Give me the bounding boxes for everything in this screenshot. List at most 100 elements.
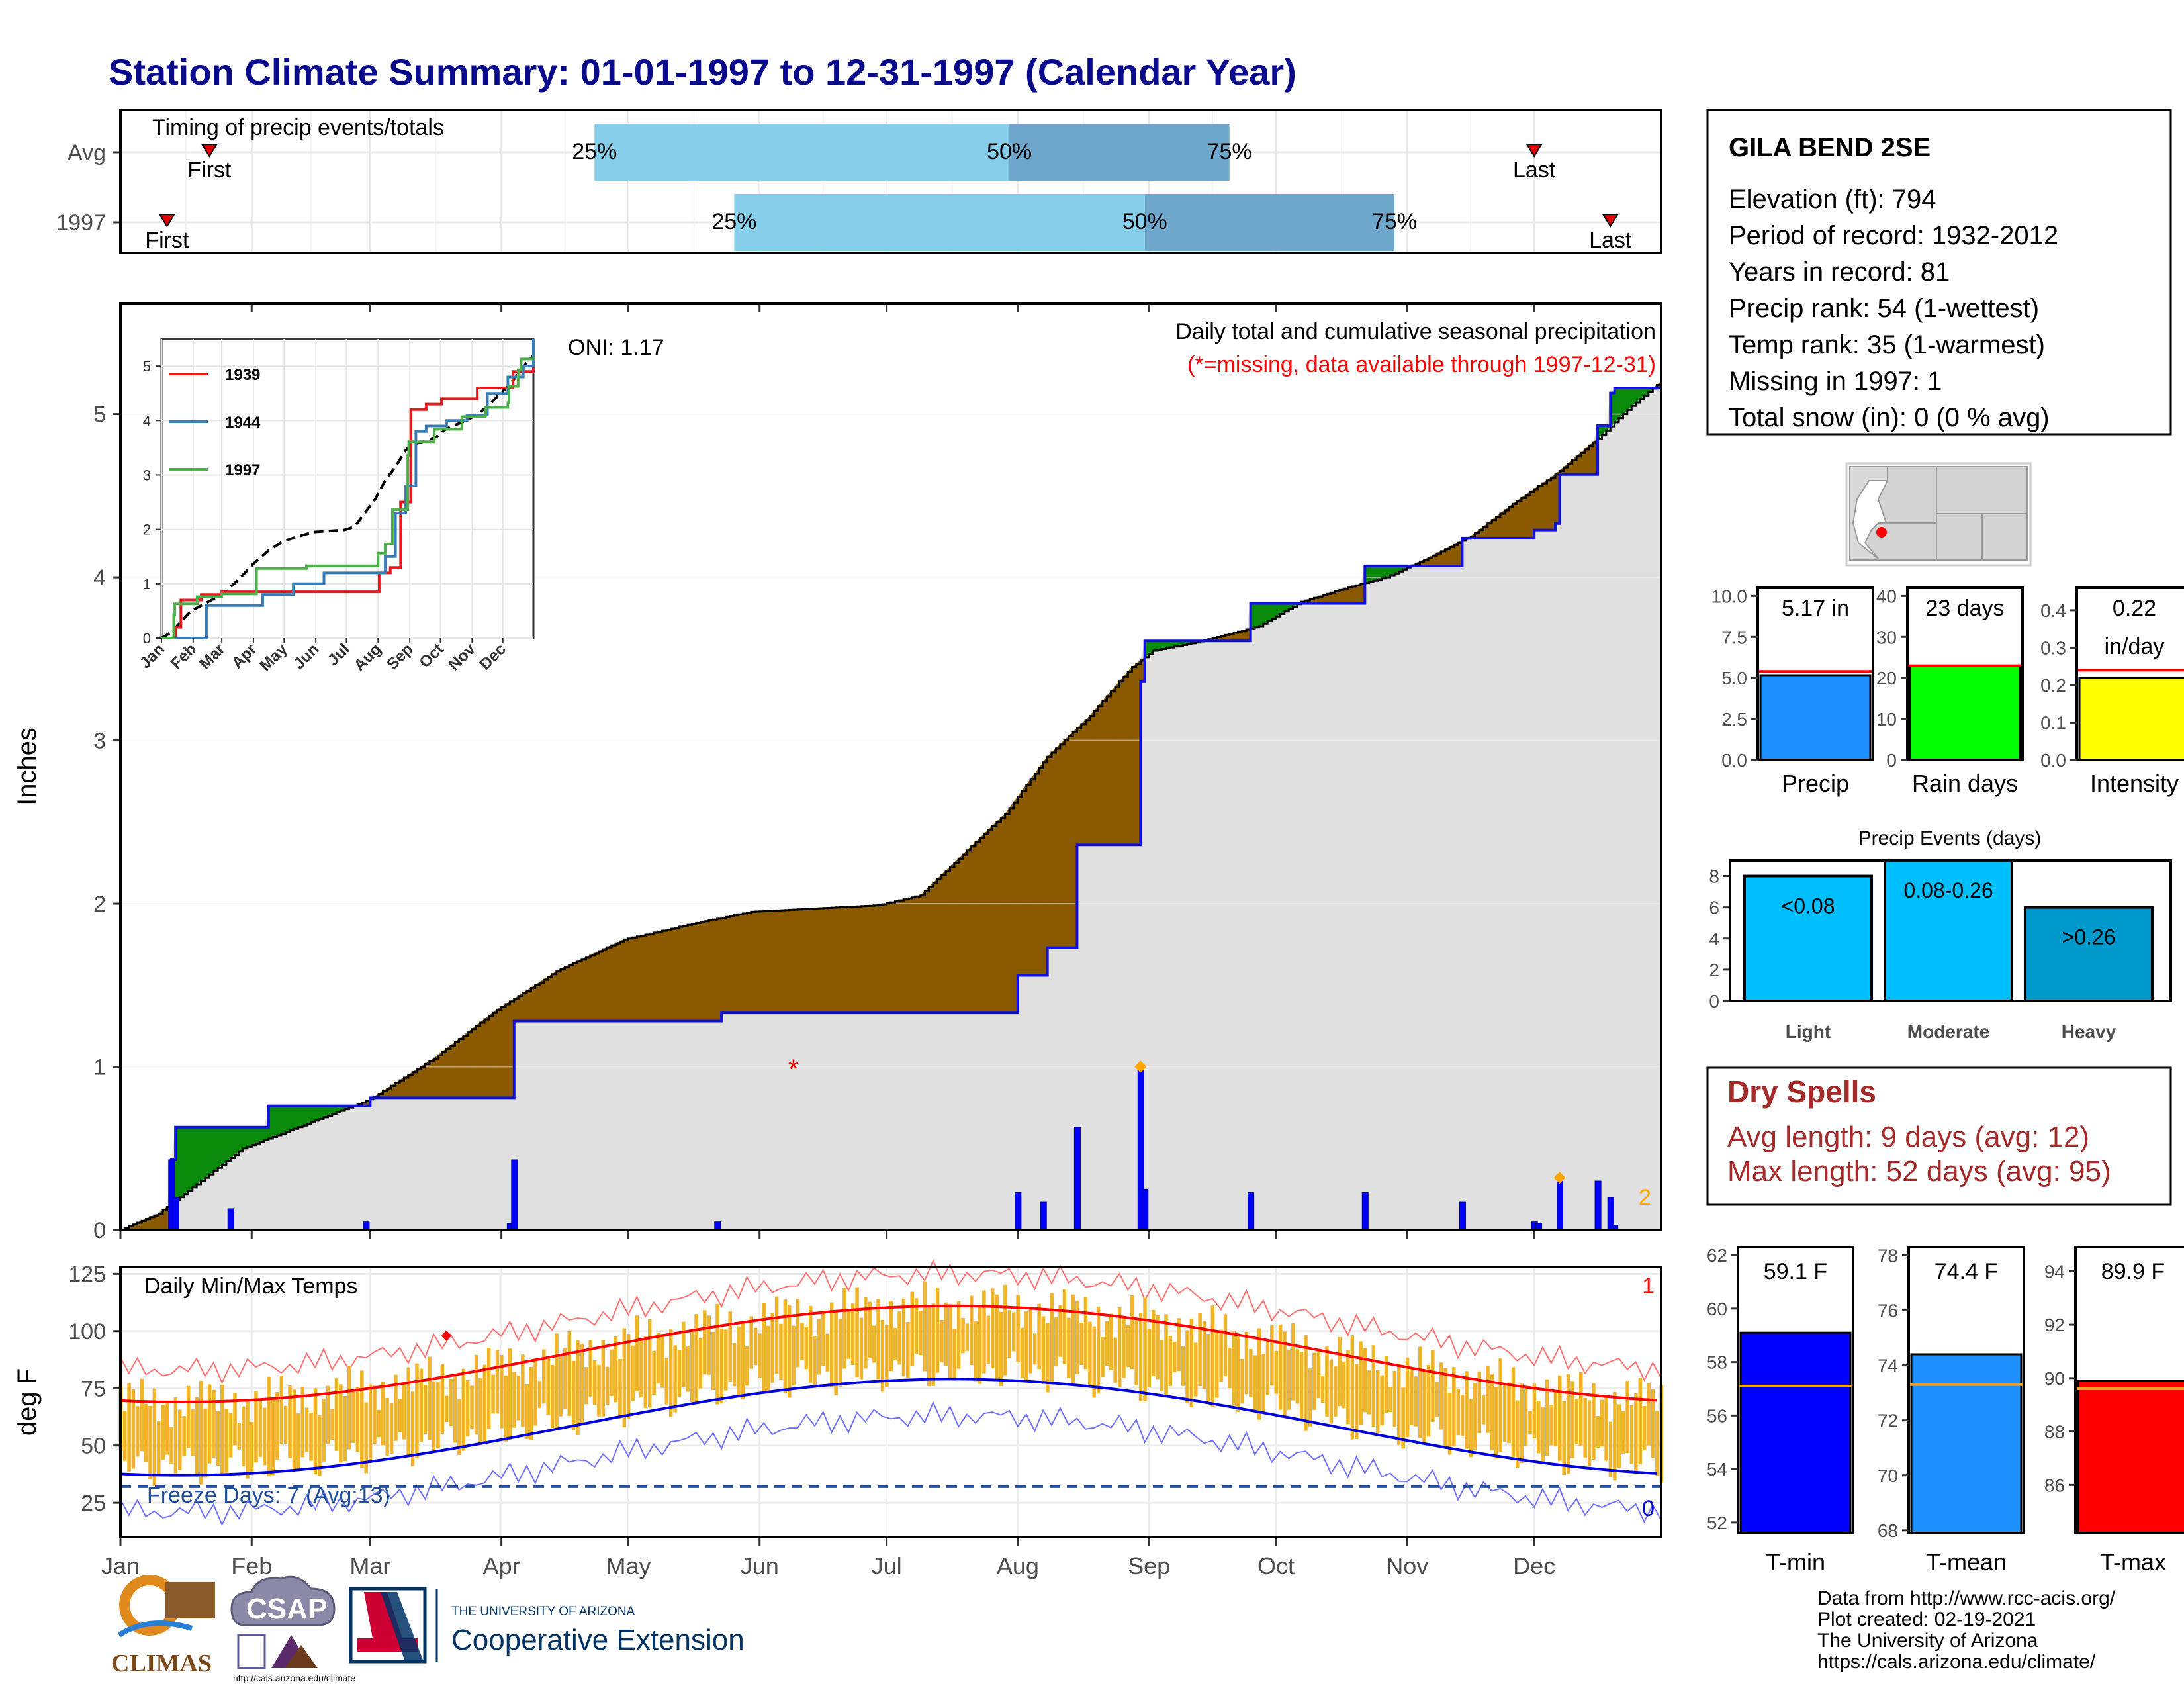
temp-daily-bar: [631, 1345, 635, 1401]
temp-daily-bar: [428, 1356, 432, 1440]
precip-deficit-fill: [1017, 790, 1023, 976]
temp-daily-bar: [1388, 1386, 1392, 1413]
summary-bar-precip: [1759, 674, 1872, 761]
temp-daily-bar: [330, 1409, 334, 1440]
temp-daily-bar: [1604, 1397, 1608, 1461]
precip-deficit-fill: [860, 905, 866, 1013]
credit-line: https://cals.arizona.edu/climate/: [1817, 1651, 2096, 1673]
temp-daily-bar: [1516, 1400, 1520, 1468]
temp-daily-bar: [1088, 1321, 1092, 1385]
temp-daily-bar: [639, 1339, 643, 1398]
summary-ytick-label: 0.2: [2040, 675, 2066, 696]
inset-series-1997: [161, 357, 535, 639]
precip-deficit-fill: [700, 921, 705, 1021]
station-info-line: Period of record: 1932-2012: [1729, 221, 2058, 250]
inset-series-1944: [161, 339, 535, 639]
temp-daily-bar: [1655, 1411, 1659, 1476]
temp-daily-bar: [127, 1383, 131, 1472]
page-title: Station Climate Summary: 01-01-1997 to 1…: [109, 51, 1297, 93]
precip-surplus-fill: [289, 1105, 295, 1131]
temp-summary-ytick-label: 62: [1707, 1245, 1727, 1266]
temp-daily-bar: [813, 1335, 817, 1385]
precip-deficit-fill: [657, 930, 663, 1021]
temp-daily-bar: [1578, 1372, 1583, 1446]
temp-daily-bar: [444, 1395, 449, 1422]
temp-daily-bar: [610, 1349, 614, 1396]
dry-spells-max-length: Max length: 52 days (avg: 95): [1727, 1155, 2111, 1188]
precip-deficit-fill: [789, 909, 794, 1013]
precip-deficit-fill: [1055, 743, 1061, 949]
precip-surplus-fill: [208, 1127, 214, 1176]
precip-deficit-fill: [653, 931, 659, 1021]
temp-daily-bar: [216, 1411, 220, 1466]
precip-deficit-fill: [996, 817, 1001, 1013]
events-range-label: 0.08-0.26: [1903, 878, 1993, 902]
precip-deficit-fill: [907, 897, 913, 1013]
temp-daily-bar: [449, 1378, 453, 1427]
temp-daily-bar: [368, 1384, 373, 1462]
precip-deficit-fill: [945, 866, 950, 1013]
temp-daily-bar: [855, 1287, 859, 1378]
precip-daily-bar: [1361, 1192, 1369, 1231]
temp-daily-bar: [893, 1327, 897, 1360]
temp-daily-bar: [961, 1317, 965, 1354]
timing-label-75pct: 75%: [1372, 209, 1417, 234]
precip-surplus-fill: [222, 1127, 227, 1166]
temp-daily-bar: [690, 1330, 694, 1403]
climas-logo: CLIMAS: [111, 1575, 215, 1677]
precip-deficit-fill: [793, 909, 798, 1013]
precip-extreme-marker: [1553, 1172, 1566, 1184]
temp-daily-bar: [1511, 1367, 1516, 1457]
precip-deficit-fill: [810, 908, 815, 1013]
temp-ytick-label: 100: [68, 1319, 106, 1344]
temp-daily-bar: [724, 1329, 728, 1391]
temp-daily-bar: [846, 1311, 851, 1359]
temp-daily-bar: [1537, 1401, 1541, 1454]
month-label: Dec: [1513, 1552, 1555, 1579]
temp-ytick-label: 125: [68, 1262, 106, 1287]
month-label: Sep: [1128, 1552, 1170, 1579]
inset-legend-label: 1944: [225, 414, 261, 432]
timing-label-75pct: 75%: [1207, 139, 1252, 164]
temp-daily-bar: [1566, 1374, 1570, 1474]
map-nevada-utah: [1877, 466, 1937, 524]
precip-surplus-fill: [201, 1127, 206, 1182]
precip-events-chart: Precip Events (days) <0.08 Light 0.08-0.26 M…: [1709, 827, 2172, 1042]
temp-daily-bar: [203, 1408, 207, 1478]
temp-daily-bar: [233, 1393, 237, 1446]
temp-daily-bar: [652, 1350, 656, 1395]
temp-daily-bar: [741, 1323, 745, 1400]
temp-daily-bar: [647, 1319, 652, 1408]
precip-deficit-fill: [683, 924, 688, 1021]
precip-deficit-fill: [1064, 735, 1069, 949]
inset-ytick-label: 2: [143, 522, 151, 538]
precip-daily-bar: [1594, 1180, 1602, 1231]
precip-deficit-fill: [1000, 813, 1006, 1013]
temp-daily-bar: [440, 1364, 445, 1434]
temp-panel-title: Daily Min/Max Temps: [144, 1274, 357, 1299]
temp-daily-bar: [635, 1315, 639, 1392]
temp-daily-bar: [1062, 1289, 1067, 1364]
temp-daily-bar: [1050, 1293, 1054, 1385]
temp-daily-bar: [1494, 1387, 1498, 1459]
dry-spells-avg-length: Avg length: 9 days (avg: 12): [1727, 1121, 2089, 1153]
temp-daily-bar: [1046, 1323, 1050, 1393]
temp-summary-ytick-label: 52: [1707, 1513, 1727, 1533]
temp-daily-bar: [1443, 1368, 1447, 1448]
temp-daily-bar: [766, 1325, 770, 1394]
temp-daily-bar: [322, 1398, 326, 1462]
precip-deficit-fill: [480, 1018, 485, 1098]
temp-daily-bar: [283, 1405, 288, 1444]
temp-daily-bar: [1426, 1364, 1431, 1437]
precip-surplus-fill: [281, 1105, 286, 1135]
temp-daily-bar: [228, 1413, 233, 1458]
precip-deficit-fill: [467, 1028, 473, 1098]
precip-deficit-fill: [729, 914, 735, 1013]
temp-daily-bar: [948, 1304, 952, 1378]
temp-daily-bar: [1126, 1325, 1130, 1368]
temp-daily-bar: [512, 1372, 516, 1428]
summary-value-label: 5.17 in: [1782, 596, 1849, 621]
precip-deficit-fill: [632, 936, 637, 1021]
precip-deficit-fill: [1060, 739, 1065, 949]
timing-label-50pct: 50%: [1122, 209, 1167, 234]
